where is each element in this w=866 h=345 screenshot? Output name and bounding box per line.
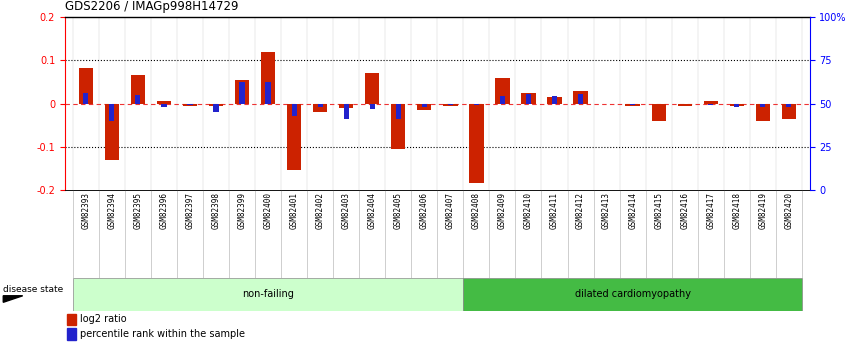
Text: GSM82404: GSM82404: [368, 191, 377, 228]
Bar: [703, 101, 718, 104]
Bar: [157, 101, 171, 104]
Text: dilated cardiomyopathy: dilated cardiomyopathy: [575, 289, 690, 299]
Bar: [578, 94, 583, 104]
Text: GSM82411: GSM82411: [550, 191, 559, 228]
Text: GSM82419: GSM82419: [759, 191, 767, 228]
Bar: [131, 76, 145, 104]
Bar: [417, 104, 431, 110]
Bar: [734, 104, 740, 107]
Text: GSM82412: GSM82412: [576, 191, 585, 228]
Text: GSM82398: GSM82398: [211, 191, 221, 228]
Text: GSM82406: GSM82406: [420, 191, 429, 228]
Bar: [161, 104, 166, 107]
Text: GSM82394: GSM82394: [107, 191, 116, 228]
Bar: [547, 97, 562, 104]
Text: log2 ratio: log2 ratio: [80, 314, 126, 324]
Bar: [469, 104, 483, 183]
Polygon shape: [3, 296, 23, 302]
Bar: [786, 104, 792, 107]
Bar: [782, 104, 796, 119]
Text: GSM82413: GSM82413: [602, 191, 611, 228]
Bar: [422, 104, 427, 107]
Text: GSM82405: GSM82405: [394, 191, 403, 228]
Bar: [677, 104, 692, 106]
Text: disease state: disease state: [3, 285, 63, 294]
Text: GSM82399: GSM82399: [237, 191, 247, 228]
Bar: [339, 104, 353, 108]
Bar: [266, 82, 271, 104]
Text: GSM82415: GSM82415: [654, 191, 663, 228]
Bar: [396, 104, 401, 119]
Bar: [760, 104, 766, 107]
Text: GDS2206 / IMAGp998H14729: GDS2206 / IMAGp998H14729: [65, 0, 238, 13]
Bar: [344, 104, 349, 119]
Text: GSM82416: GSM82416: [680, 191, 689, 228]
Bar: [261, 52, 275, 104]
Bar: [474, 104, 479, 105]
Bar: [730, 104, 744, 106]
Bar: [287, 104, 301, 170]
Text: GSM82418: GSM82418: [733, 191, 741, 228]
Bar: [756, 104, 770, 121]
Bar: [443, 104, 457, 106]
Text: GSM82408: GSM82408: [472, 191, 481, 228]
Bar: [391, 104, 405, 149]
Bar: [625, 104, 640, 106]
Text: GSM82395: GSM82395: [133, 191, 142, 228]
Bar: [552, 96, 557, 104]
Text: GSM82403: GSM82403: [342, 191, 351, 228]
Bar: [187, 104, 192, 105]
Text: GSM82410: GSM82410: [524, 191, 533, 228]
Bar: [73, 278, 463, 310]
Bar: [500, 96, 505, 104]
Bar: [67, 314, 76, 325]
Text: GSM82401: GSM82401: [289, 191, 299, 228]
Bar: [651, 104, 666, 121]
Bar: [463, 278, 802, 310]
Bar: [79, 68, 93, 104]
Bar: [292, 104, 297, 117]
Text: GSM82397: GSM82397: [185, 191, 195, 228]
Bar: [67, 328, 76, 340]
Bar: [209, 104, 223, 106]
Text: non-failing: non-failing: [242, 289, 294, 299]
Bar: [109, 104, 114, 121]
Text: GSM82417: GSM82417: [707, 191, 715, 228]
Bar: [526, 94, 531, 104]
Bar: [135, 95, 140, 104]
Bar: [239, 82, 244, 104]
Text: GSM82414: GSM82414: [628, 191, 637, 228]
Text: GSM82420: GSM82420: [785, 191, 793, 228]
Text: percentile rank within the sample: percentile rank within the sample: [80, 329, 245, 339]
Bar: [83, 93, 88, 104]
Bar: [448, 104, 453, 105]
Bar: [708, 104, 714, 105]
Text: GSM82407: GSM82407: [446, 191, 455, 228]
Text: GSM82409: GSM82409: [498, 191, 507, 228]
Text: GSM82393: GSM82393: [81, 191, 90, 228]
Bar: [521, 93, 536, 104]
Bar: [495, 78, 509, 104]
Bar: [183, 104, 197, 106]
Bar: [105, 104, 119, 159]
Bar: [630, 104, 636, 105]
Bar: [213, 104, 218, 112]
Bar: [370, 104, 375, 109]
Bar: [313, 104, 327, 112]
Text: GSM82400: GSM82400: [263, 191, 273, 228]
Bar: [365, 73, 379, 104]
Text: GSM82396: GSM82396: [159, 191, 168, 228]
Text: GSM82402: GSM82402: [315, 191, 325, 228]
Bar: [573, 90, 588, 104]
Bar: [318, 104, 323, 107]
Bar: [235, 80, 249, 104]
